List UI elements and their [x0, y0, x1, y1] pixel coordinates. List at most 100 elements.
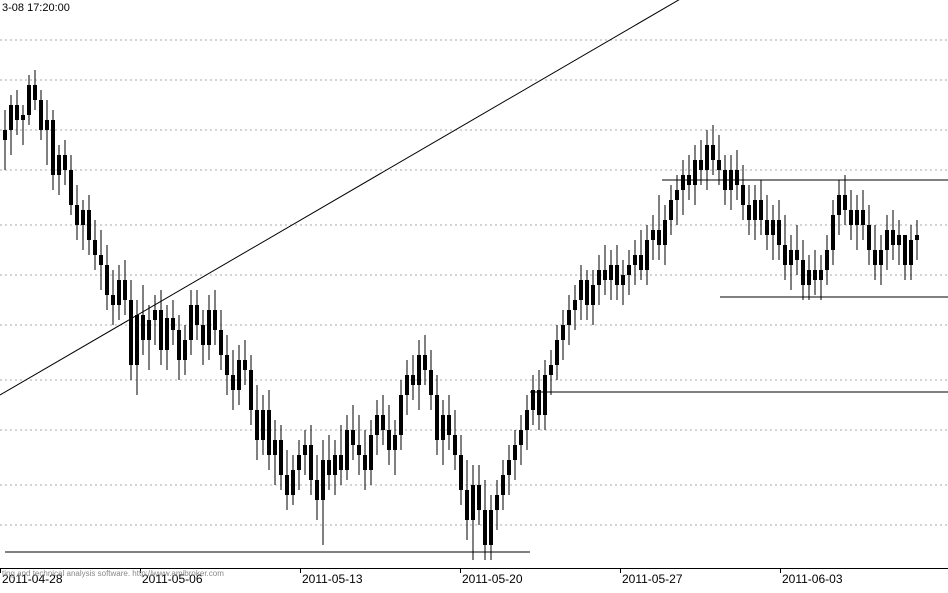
price-bar-body	[813, 270, 817, 280]
price-bar-body	[501, 475, 505, 495]
price-bar-body	[873, 250, 877, 265]
price-bar-body	[393, 435, 397, 450]
price-bar-body	[255, 410, 259, 440]
price-bar-body	[807, 270, 811, 285]
chart-area[interactable]	[0, 0, 948, 568]
x-axis-tick	[620, 569, 621, 573]
price-bar-body	[111, 295, 115, 305]
price-bar-body	[189, 305, 193, 340]
price-bar-body	[141, 315, 145, 340]
price-bar-body	[309, 445, 313, 480]
price-bar-body	[609, 265, 613, 280]
price-bar-body	[321, 460, 325, 500]
chart-svg	[0, 0, 948, 568]
price-bar-body	[183, 340, 187, 360]
price-bar-body	[693, 160, 697, 185]
price-bar-body	[387, 430, 391, 450]
price-bar-body	[795, 250, 799, 260]
price-bar-body	[621, 275, 625, 285]
x-axis-tick	[0, 569, 1, 573]
price-bar-body	[753, 200, 757, 220]
price-bar-body	[537, 390, 541, 415]
price-bar-body	[93, 240, 97, 255]
price-bar-body	[231, 375, 235, 390]
price-bar-body	[153, 310, 157, 320]
price-bar-body	[375, 415, 379, 435]
price-bar-body	[759, 200, 763, 220]
price-bar-body	[315, 480, 319, 500]
price-bar-body	[69, 170, 73, 205]
price-bar-body	[903, 235, 907, 265]
price-bar-body	[447, 415, 451, 435]
price-bar-body	[75, 205, 79, 225]
trend-line[interactable]	[0, 0, 682, 395]
price-bar-body	[561, 325, 565, 340]
price-bar-body	[261, 410, 265, 440]
x-axis-label: 2011-06-03	[782, 572, 843, 586]
price-bar-body	[513, 445, 517, 460]
price-bar-body	[411, 375, 415, 385]
price-bar-body	[489, 510, 493, 545]
price-bar-body	[495, 495, 499, 510]
price-bar-body	[735, 170, 739, 185]
price-bar-body	[297, 455, 301, 470]
price-bar-body	[819, 270, 823, 280]
price-bar-body	[771, 220, 775, 235]
price-bar-body	[117, 280, 121, 305]
price-bar-body	[765, 220, 769, 235]
price-bar-body	[195, 305, 199, 325]
price-bar-body	[3, 130, 7, 140]
price-bar-body	[429, 370, 433, 395]
price-bar-body	[147, 320, 151, 340]
price-bar-body	[219, 330, 223, 355]
price-bar-body	[57, 155, 61, 175]
price-bar-body	[273, 440, 277, 455]
price-bar-body	[417, 355, 421, 385]
price-bar-body	[21, 115, 25, 120]
price-bar-body	[639, 255, 643, 270]
price-bar-body	[837, 195, 841, 215]
price-bar-body	[81, 210, 85, 225]
price-bar-body	[567, 310, 571, 325]
price-bar-body	[99, 255, 103, 265]
x-axis-label: 2011-05-27	[622, 572, 683, 586]
price-bar-body	[519, 430, 523, 445]
price-bar-body	[717, 160, 721, 170]
price-bar-body	[603, 270, 607, 280]
price-bar-body	[711, 145, 715, 160]
price-bar-body	[327, 460, 331, 475]
chart-container: 3-08 17:20:00 2011-04-282011-05-062011-0…	[0, 0, 948, 593]
price-bar-body	[861, 210, 865, 225]
price-bar-body	[507, 460, 511, 475]
price-bar-body	[357, 445, 361, 455]
price-bar-body	[363, 455, 367, 470]
price-bar-body	[549, 365, 553, 375]
price-bar-body	[729, 170, 733, 190]
price-bar-body	[9, 105, 13, 130]
price-bar-body	[909, 240, 913, 265]
price-bar-body	[705, 145, 709, 170]
price-bar-body	[825, 250, 829, 270]
price-bar-body	[681, 175, 685, 190]
price-bar-body	[135, 315, 139, 365]
price-bar-body	[243, 360, 247, 370]
price-bar-body	[51, 120, 55, 175]
price-bar-body	[915, 235, 919, 240]
price-bar-body	[249, 370, 253, 410]
price-bar-body	[291, 470, 295, 495]
price-bar-body	[699, 160, 703, 170]
price-bar-body	[597, 270, 601, 285]
price-bar-body	[129, 300, 133, 365]
price-bar-body	[459, 455, 463, 490]
price-bar-body	[177, 330, 181, 360]
price-bar-body	[591, 285, 595, 305]
price-bar-body	[201, 325, 205, 345]
price-bar-body	[723, 170, 727, 190]
price-bar-body	[351, 430, 355, 445]
price-bar-body	[333, 455, 337, 475]
price-bar-body	[441, 415, 445, 440]
price-bar-body	[237, 360, 241, 390]
price-bar-body	[435, 395, 439, 440]
price-bar-body	[303, 445, 307, 455]
price-bar-body	[225, 355, 229, 375]
